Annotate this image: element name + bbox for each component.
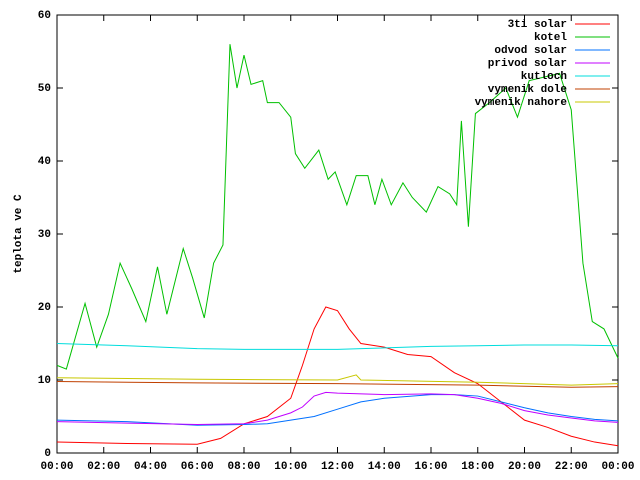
legend-label: kutloch	[521, 71, 567, 83]
series-line	[56, 380, 619, 388]
x-tick-label: 08:00	[227, 461, 260, 473]
series-line	[56, 44, 619, 370]
x-tick-label: 02:00	[87, 461, 120, 473]
series-line	[56, 394, 619, 426]
x-tick-label: 12:00	[321, 461, 354, 473]
x-tick-label: 20:00	[508, 461, 541, 473]
x-tick-label: 16:00	[414, 461, 447, 473]
x-tick-label: 14:00	[368, 461, 401, 473]
series-line	[56, 391, 619, 426]
x-tick-label: 10:00	[274, 461, 307, 473]
x-tick-label: 22:00	[555, 461, 588, 473]
y-tick-label: 0	[44, 448, 51, 460]
legend-label: vymenik dole	[488, 84, 568, 96]
legend-label: 3ti solar	[508, 19, 567, 31]
legend-label: vymenik nahore	[475, 97, 568, 109]
x-tick-label: 06:00	[181, 461, 214, 473]
y-tick-label: 50	[38, 83, 51, 95]
series-line	[56, 306, 619, 447]
legend-label: kotel	[534, 32, 567, 44]
x-tick-label: 04:00	[134, 461, 167, 473]
legend-label: privod solar	[488, 58, 567, 70]
y-tick-label: 30	[38, 229, 51, 241]
x-tick-label: 18:00	[461, 461, 494, 473]
x-tick-label: 00:00	[40, 461, 73, 473]
legend-label: odvod solar	[494, 45, 567, 57]
x-tick-label: 00:00	[601, 461, 634, 473]
y-tick-label: 10	[38, 375, 51, 387]
y-tick-label: 20	[38, 302, 51, 314]
y-tick-label: 40	[38, 156, 51, 168]
series-line	[56, 343, 619, 350]
y-axis-label: teplota ve C	[13, 194, 25, 274]
y-tick-label: 60	[38, 10, 51, 22]
series-line	[56, 374, 619, 386]
